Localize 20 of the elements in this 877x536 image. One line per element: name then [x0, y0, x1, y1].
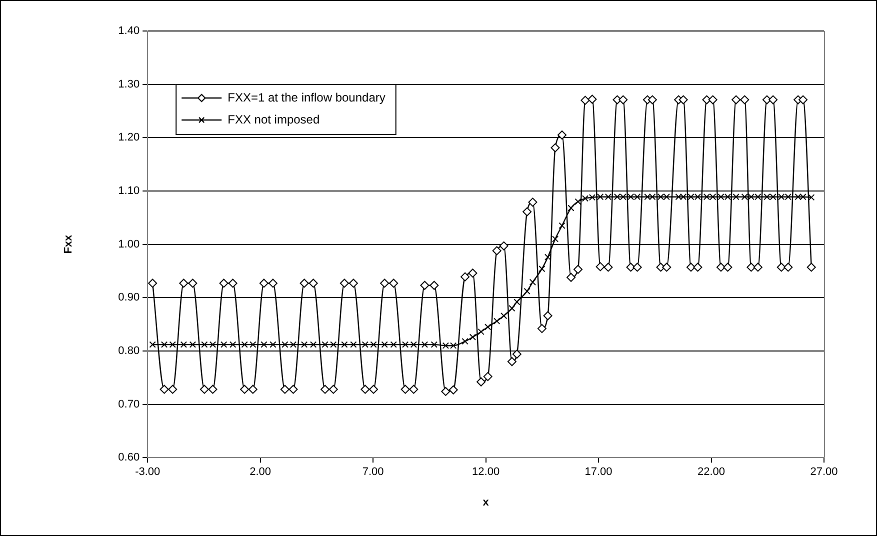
x-tick-label: 2.00 [250, 466, 272, 478]
y-axis-title: Fxx [62, 234, 75, 254]
y-tick-label: 0.70 [118, 398, 140, 410]
y-tick-label: 1.10 [118, 185, 140, 198]
y-tick-label: 1.00 [118, 238, 140, 250]
y-tick-label: 1.30 [118, 78, 140, 90]
y-tick-label: 0.80 [118, 344, 140, 357]
x-tick-label: 27.00 [810, 466, 838, 478]
x-tick-label: 7.00 [362, 466, 384, 478]
legend-label: FXX=1 at the inflow boundary [228, 90, 386, 104]
y-tick-label: 1.20 [118, 132, 140, 144]
legend-label: FXX not imposed [228, 112, 320, 126]
x-tick-label: 12.00 [472, 466, 500, 478]
x-tick-label: 17.00 [584, 466, 612, 478]
y-tick-label: 0.90 [118, 292, 140, 304]
x-axis-title: x [482, 496, 490, 508]
x-tick-label: -3.00 [135, 466, 160, 478]
y-tick-label: 1.40 [118, 25, 140, 38]
y-tick-label: 0.60 [118, 452, 140, 464]
x-tick-label: 22.00 [698, 466, 726, 478]
